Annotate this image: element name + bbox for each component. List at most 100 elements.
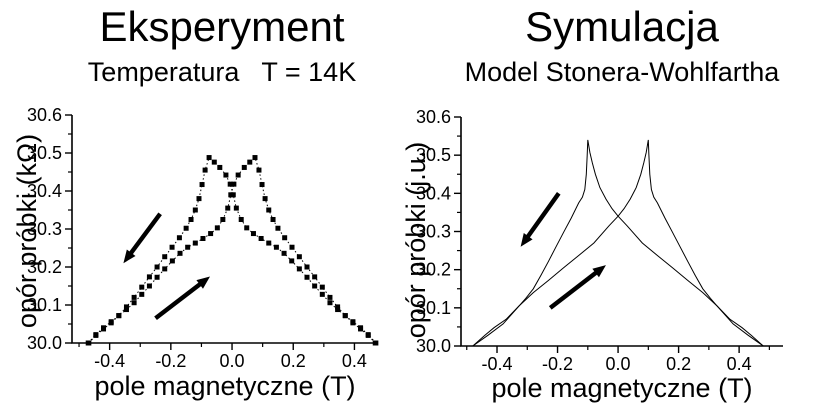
simulation-title: Symulacja (525, 3, 719, 50)
experiment-plot: 30.0 30.1 30.2 30.3 30.4 30.5 30.6 -0.4 -0.2 0.0 0… (27, 105, 379, 371)
data-point-marker (227, 181, 233, 187)
data-point-marker (183, 225, 189, 231)
experiment-x-axis-label: pole magnetyczne (T) (94, 371, 356, 401)
data-point-marker (123, 307, 129, 313)
arrow-head-sweep-up-direction (592, 265, 606, 278)
data-point-marker (93, 332, 99, 338)
data-point-marker (131, 300, 137, 306)
data-point-marker (162, 254, 168, 260)
data-point-marker (275, 225, 281, 231)
y-tick-label: 30.4 (27, 181, 62, 201)
series-line-sweep-down (472, 139, 764, 347)
series-line-sweep-up (472, 139, 764, 347)
data-point-marker (206, 155, 212, 161)
y-tick-label: 30.2 (416, 260, 451, 280)
arrow-head-sweep-down-direction (123, 249, 136, 264)
data-point-marker (327, 300, 333, 306)
data-point-marker (270, 217, 276, 222)
data-point-marker (266, 240, 272, 246)
data-point-marker (202, 167, 208, 173)
data-point-marker (266, 207, 272, 213)
data-point-marker (238, 217, 244, 222)
axis-lines (460, 117, 783, 347)
simulation-chart: 30.0 30.1 30.2 30.3 30.4 30.5 30.6 -0.4 -0.2 0.0 0… (401, 0, 814, 414)
data-point-marker (192, 207, 198, 213)
x-tick-label: 0.0 (606, 354, 631, 374)
data-point-marker (162, 266, 168, 272)
arrow-shaft-sweep-up-direction (548, 269, 600, 310)
x-tick-label: -0.2 (542, 354, 573, 374)
y-tick-label: 30.6 (27, 105, 62, 125)
experiment-title: Eksperyment (99, 3, 345, 50)
data-point-marker (231, 181, 237, 187)
data-point-marker (200, 236, 206, 241)
y-tick-label: 30.1 (27, 295, 62, 315)
data-point-marker (358, 325, 364, 331)
data-point-marker (230, 192, 236, 198)
data-point-marker (169, 244, 175, 250)
data-point-marker (373, 340, 379, 346)
x-tick-label: 0.2 (666, 354, 691, 374)
data-point-marker (296, 254, 302, 260)
data-point-marker (208, 231, 214, 237)
data-point-marker (304, 264, 310, 270)
y-tick-label: 30.4 (416, 183, 451, 203)
data-point-marker (233, 205, 239, 211)
data-point-marker (235, 172, 241, 178)
simulation-x-axis-label: pole magnetyczne (T) (491, 373, 753, 403)
arrow-head-sweep-up-direction (196, 276, 211, 289)
data-point-marker (335, 304, 341, 310)
y-tick-label: 30.5 (27, 143, 62, 163)
data-point-marker (241, 164, 247, 170)
y-tick-label: 30.6 (416, 107, 451, 127)
y-tick-label: 30.5 (416, 145, 451, 165)
data-point-marker (169, 258, 175, 264)
data-point-marker (223, 172, 229, 178)
data-point-marker (101, 326, 107, 332)
data-point-marker (196, 196, 202, 202)
data-point-marker (289, 244, 295, 250)
data-point-marker (319, 291, 325, 297)
simulation-y-axis-label: opór próbki (j.u.) (401, 141, 431, 339)
data-point-marker (139, 291, 145, 297)
simulation-subtitle: Model Stonera-Wohlfartha (464, 57, 780, 87)
x-tick-label: 0.2 (281, 351, 306, 371)
experiment-subtitle: Temperatura T = 14K (87, 57, 357, 87)
y-tick-label: 30.3 (416, 222, 451, 242)
data-point-marker (350, 319, 356, 325)
y-tick-label: 30.0 (27, 333, 62, 353)
data-point-marker (220, 217, 226, 222)
data-point-marker (146, 274, 152, 280)
y-tick-label: 30.2 (27, 257, 62, 277)
x-tick-label: -0.4 (94, 351, 125, 371)
data-point-marker (256, 167, 262, 173)
data-point-marker (273, 244, 279, 250)
arrow-shaft-sweep-up-direction (154, 280, 204, 321)
x-tick-label: 0.0 (220, 351, 245, 371)
arrow-shaft-sweep-down-direction (127, 212, 162, 257)
data-point-marker (116, 313, 122, 319)
data-point-marker (185, 244, 191, 250)
data-point-marker (304, 274, 310, 280)
x-tick-label: -0.2 (155, 351, 186, 371)
x-tick-label: -0.4 (481, 354, 512, 374)
y-tick-label: 30.3 (27, 219, 62, 239)
data-point-marker (247, 159, 253, 165)
data-point-marker (176, 235, 182, 241)
data-point-marker (259, 182, 265, 188)
data-point-marker (327, 294, 333, 300)
data-point-marker (217, 164, 223, 170)
data-point-marker (188, 217, 194, 222)
data-point-marker (86, 340, 92, 346)
data-point-marker (211, 159, 217, 165)
experiment-chart: 30.0 30.1 30.2 30.3 30.4 30.5 30.6 -0.4 -0.2 0.0 0… (12, 3, 379, 401)
data-point-marker (342, 313, 348, 319)
data-point-marker (296, 266, 302, 272)
data-point-marker (225, 205, 231, 211)
simulation-plot: 30.0 30.1 30.2 30.3 30.4 30.5 30.6 -0.4 -0.2 0.0 0… (416, 107, 783, 374)
data-point-marker (123, 304, 129, 310)
data-point-marker (262, 196, 268, 202)
data-point-marker (319, 284, 325, 290)
data-point-marker (199, 182, 205, 188)
data-point-marker (312, 283, 318, 289)
